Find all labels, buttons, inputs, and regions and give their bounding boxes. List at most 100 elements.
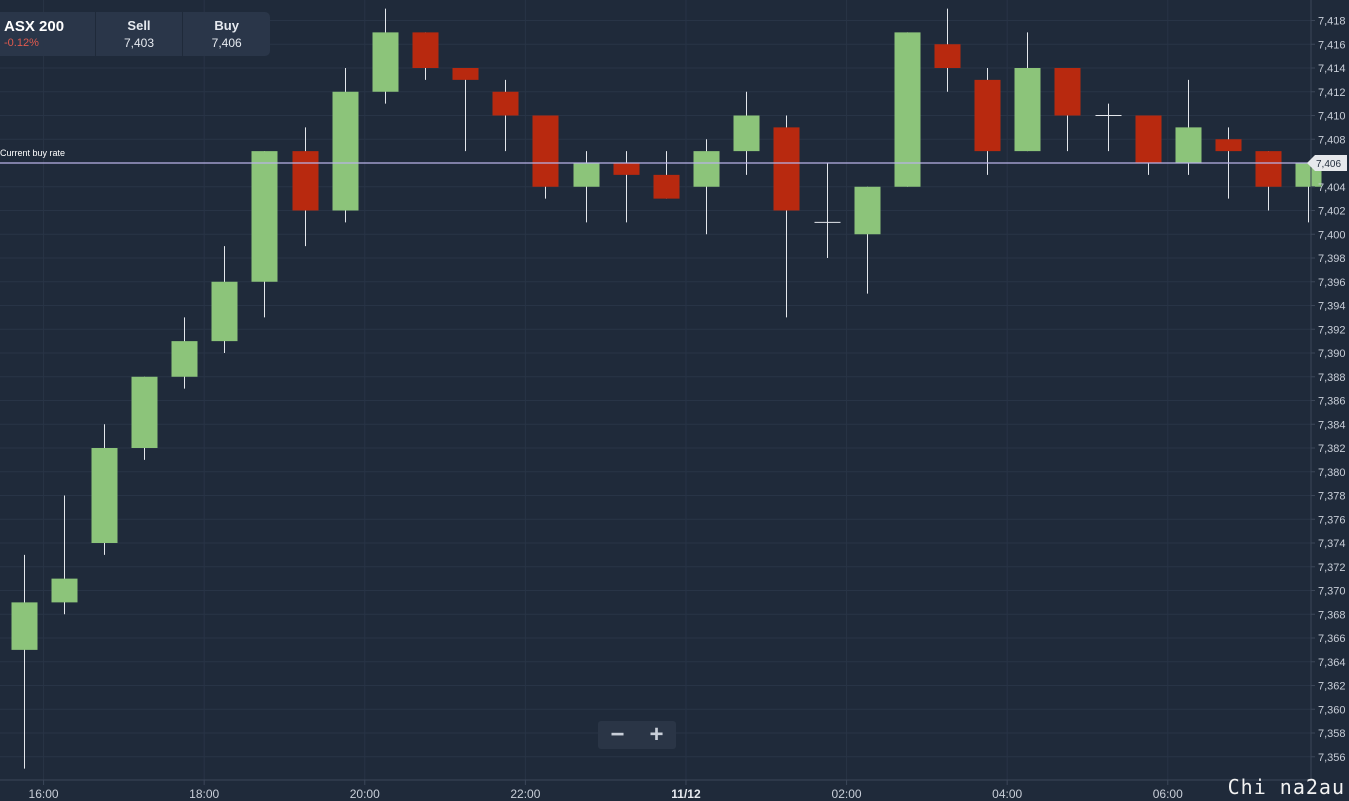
sell-label: Sell: [127, 17, 151, 33]
candle-body-up: [11, 602, 38, 650]
x-tick-label: 16:00: [29, 787, 59, 801]
y-tick-label: 7,382: [1318, 443, 1346, 455]
y-tick-label: 7,372: [1318, 562, 1346, 574]
candle: [332, 68, 359, 223]
candle: [91, 424, 118, 555]
y-tick-label: 7,416: [1318, 39, 1346, 51]
candle: [1175, 79, 1202, 175]
x-tick-label: 11/12: [671, 787, 701, 801]
instrument-name: ASX 200: [4, 18, 65, 35]
candle: [773, 115, 800, 318]
y-tick-label: 7,370: [1318, 586, 1346, 598]
candle-body-up: [693, 151, 720, 187]
zoom-controls: − +: [598, 721, 676, 749]
y-tick-label: 7,398: [1318, 253, 1346, 265]
y-tick-label: 7,364: [1318, 657, 1346, 669]
candle: [452, 68, 479, 152]
zoom-out-button[interactable]: −: [610, 721, 625, 748]
candle-body-down: [292, 151, 319, 211]
y-tick-label: 7,388: [1318, 372, 1346, 384]
candle: [532, 115, 559, 199]
y-tick-label: 7,402: [1318, 206, 1346, 218]
buy-price: 7,406: [211, 35, 242, 50]
candle: [854, 186, 881, 294]
y-tick-label: 7,410: [1318, 111, 1346, 123]
candle-body-up: [211, 281, 238, 342]
y-tick-label: 7,384: [1318, 419, 1346, 431]
candle-body-down: [773, 127, 800, 211]
candles: [11, 8, 1322, 769]
x-axis: 16:00 18:00 20:00 22:00 11/12 02:00 04:00 06:00: [0, 779, 1311, 801]
candle-body-down: [412, 32, 439, 68]
y-tick-label: 7,392: [1318, 324, 1346, 336]
candle: [653, 151, 680, 199]
candle: [814, 163, 841, 258]
candle-body-down: [653, 174, 680, 199]
x-tick-label: 20:00: [350, 787, 380, 801]
x-tick-label: 02:00: [832, 787, 862, 801]
candle: [1135, 115, 1162, 175]
zoom-in-button[interactable]: +: [649, 721, 664, 748]
candle: [1255, 151, 1282, 211]
instrument-info: ASX 200 -0.12%: [0, 12, 95, 56]
candle: [131, 376, 158, 460]
y-tick-label: 7,378: [1318, 491, 1346, 503]
watermark: Chi na2au: [1227, 775, 1345, 799]
price-tag: 7,406: [1307, 155, 1347, 171]
y-tick-label: 7,404: [1318, 182, 1346, 194]
y-tick-label: 7,362: [1318, 681, 1346, 693]
candle: [11, 554, 38, 769]
y-tick-label: 7,396: [1318, 277, 1346, 289]
y-tick-label: 7,358: [1318, 728, 1346, 740]
candle: [292, 127, 319, 247]
candle-body-up: [51, 578, 78, 603]
candle-body-down: [1054, 68, 1081, 116]
candle: [974, 68, 1001, 175]
y-tick-label: 7,356: [1318, 752, 1346, 764]
candle-body-up: [854, 186, 881, 235]
candle-body-up: [131, 376, 158, 448]
candle: [171, 317, 198, 389]
candle: [1054, 68, 1081, 152]
price-tag-shape: [1307, 155, 1347, 171]
y-tick-label: 7,414: [1318, 63, 1346, 75]
candle-body-down: [492, 91, 519, 116]
y-tick-label: 7,360: [1318, 704, 1346, 716]
candle-body-down: [974, 79, 1001, 152]
candle-body-down: [1255, 151, 1282, 187]
current-buy-rate-line: Current buy rate: [0, 148, 1311, 164]
buy-label: Buy: [214, 17, 239, 33]
candle: [1014, 32, 1041, 152]
candle: [251, 151, 278, 318]
y-tick-label: 7,380: [1318, 467, 1346, 479]
candle: [51, 495, 78, 615]
sell-price: 7,403: [123, 35, 154, 50]
y-axis: 7,356 7,358 7,360 7,362 7,364 7,366 7,368 7,370…: [1310, 0, 1346, 780]
y-tick-label: 7,418: [1318, 16, 1346, 28]
grid: [0, 0, 1311, 780]
buy-button[interactable]: Buy 7,406: [182, 12, 270, 56]
candle-body-up: [1014, 68, 1041, 152]
candle-body-up: [1175, 127, 1202, 163]
candle: [573, 151, 600, 223]
y-tick-label: 7,374: [1318, 538, 1346, 550]
sell-button[interactable]: Sell 7,403: [94, 12, 183, 56]
candle: [211, 246, 238, 353]
candle-body-up: [573, 163, 600, 187]
y-tick-label: 7,366: [1318, 633, 1346, 645]
y-tick-label: 7,412: [1318, 87, 1346, 99]
x-tick-label: 04:00: [992, 787, 1022, 801]
candle: [934, 8, 961, 92]
candle: [492, 79, 519, 152]
instrument-ticker[interactable]: ASX 200 -0.12% Sell 7,403 Buy 7,406: [0, 12, 270, 56]
candle-body-down: [1215, 139, 1242, 152]
candle: [733, 91, 760, 175]
candle: [693, 139, 720, 235]
y-tick-label: 7,400: [1318, 229, 1346, 241]
candle-body-down: [613, 163, 640, 175]
x-tick-label: 22:00: [510, 787, 540, 801]
x-tick-label: 06:00: [1153, 787, 1183, 801]
candle-body-up: [251, 151, 278, 282]
x-tick-label: 18:00: [189, 787, 219, 801]
